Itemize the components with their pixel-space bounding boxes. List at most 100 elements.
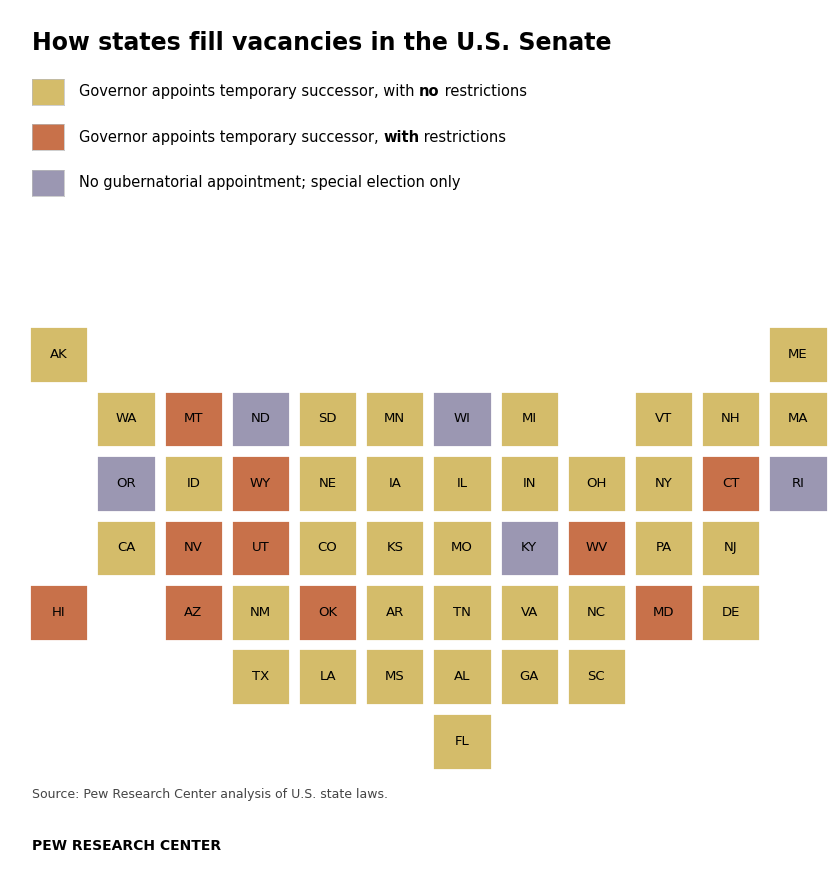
- Text: RI: RI: [791, 477, 805, 490]
- Text: MI: MI: [522, 413, 537, 426]
- Text: OR: OR: [116, 477, 136, 490]
- Text: UT: UT: [251, 541, 270, 554]
- Text: MD: MD: [653, 606, 675, 619]
- Text: WI: WI: [454, 413, 470, 426]
- Text: TX: TX: [252, 670, 269, 683]
- Text: CT: CT: [722, 477, 739, 490]
- Bar: [365, 455, 424, 512]
- Text: VT: VT: [655, 413, 672, 426]
- Bar: [231, 391, 290, 447]
- Bar: [500, 519, 559, 576]
- Text: LA: LA: [319, 670, 336, 683]
- Bar: [164, 519, 223, 576]
- Bar: [500, 455, 559, 512]
- Bar: [433, 519, 491, 576]
- Text: DE: DE: [722, 606, 740, 619]
- Bar: [231, 519, 290, 576]
- Text: NH: NH: [721, 413, 741, 426]
- Text: CA: CA: [117, 541, 135, 554]
- Text: CO: CO: [318, 541, 338, 554]
- Text: OH: OH: [586, 477, 606, 490]
- Bar: [701, 519, 760, 576]
- Bar: [97, 391, 155, 447]
- Text: GA: GA: [519, 670, 539, 683]
- Text: no: no: [419, 84, 439, 100]
- Bar: [500, 584, 559, 641]
- Bar: [433, 584, 491, 641]
- Text: Governor appoints temporary successor,: Governor appoints temporary successor,: [79, 129, 383, 145]
- Bar: [298, 649, 357, 705]
- Text: NC: NC: [587, 606, 606, 619]
- Text: ID: ID: [186, 477, 200, 490]
- Bar: [164, 455, 223, 512]
- Text: with: with: [383, 129, 419, 145]
- Bar: [365, 391, 424, 447]
- Bar: [29, 584, 88, 641]
- Text: MA: MA: [788, 413, 808, 426]
- Bar: [298, 584, 357, 641]
- Bar: [634, 391, 693, 447]
- Bar: [231, 455, 290, 512]
- Bar: [164, 584, 223, 641]
- Text: NJ: NJ: [724, 541, 738, 554]
- Text: OK: OK: [318, 606, 337, 619]
- Bar: [433, 455, 491, 512]
- Bar: [634, 455, 693, 512]
- Text: IN: IN: [522, 477, 536, 490]
- Text: IA: IA: [388, 477, 402, 490]
- Bar: [634, 519, 693, 576]
- Bar: [500, 649, 559, 705]
- Text: Source: Pew Research Center analysis of U.S. state laws.: Source: Pew Research Center analysis of …: [32, 788, 388, 801]
- Bar: [97, 455, 155, 512]
- Text: restrictions: restrictions: [439, 84, 527, 100]
- Bar: [701, 391, 760, 447]
- Bar: [298, 455, 357, 512]
- Text: WA: WA: [115, 413, 137, 426]
- Bar: [231, 584, 290, 641]
- Text: Governor appoints temporary successor, with: Governor appoints temporary successor, w…: [79, 84, 419, 100]
- Bar: [769, 391, 827, 447]
- Bar: [29, 326, 88, 383]
- Text: ND: ND: [250, 413, 270, 426]
- Text: KS: KS: [386, 541, 403, 554]
- Text: No gubernatorial appointment; special election only: No gubernatorial appointment; special el…: [79, 175, 460, 191]
- Text: AZ: AZ: [184, 606, 202, 619]
- Text: KY: KY: [521, 541, 538, 554]
- Bar: [567, 455, 626, 512]
- Text: How states fill vacancies in the U.S. Senate: How states fill vacancies in the U.S. Se…: [32, 31, 612, 54]
- Bar: [433, 391, 491, 447]
- Text: PEW RESEARCH CENTER: PEW RESEARCH CENTER: [32, 839, 221, 853]
- Bar: [97, 519, 155, 576]
- Bar: [365, 649, 424, 705]
- Text: TN: TN: [453, 606, 471, 619]
- Text: SC: SC: [588, 670, 605, 683]
- Text: AK: AK: [50, 348, 68, 361]
- Text: restrictions: restrictions: [419, 129, 507, 145]
- Text: NM: NM: [249, 606, 271, 619]
- Text: VA: VA: [521, 606, 538, 619]
- Text: MS: MS: [385, 670, 405, 683]
- Bar: [567, 519, 626, 576]
- Text: HI: HI: [52, 606, 66, 619]
- Text: MN: MN: [384, 413, 406, 426]
- Text: WV: WV: [585, 541, 607, 554]
- Bar: [500, 391, 559, 447]
- Text: ME: ME: [788, 348, 808, 361]
- Bar: [365, 584, 424, 641]
- Text: AL: AL: [454, 670, 470, 683]
- Text: MO: MO: [451, 541, 473, 554]
- Bar: [433, 713, 491, 770]
- Bar: [769, 326, 827, 383]
- Bar: [567, 584, 626, 641]
- Bar: [365, 519, 424, 576]
- Bar: [769, 455, 827, 512]
- Bar: [634, 584, 693, 641]
- Text: FL: FL: [454, 735, 470, 748]
- Text: WY: WY: [249, 477, 271, 490]
- Bar: [164, 391, 223, 447]
- Bar: [701, 584, 760, 641]
- Text: NY: NY: [654, 477, 673, 490]
- Text: AR: AR: [386, 606, 404, 619]
- Text: MT: MT: [183, 413, 203, 426]
- Bar: [298, 519, 357, 576]
